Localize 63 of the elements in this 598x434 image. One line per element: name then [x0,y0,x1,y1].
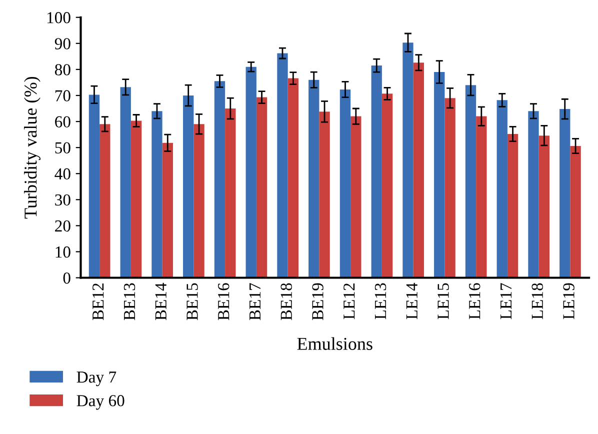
bar [152,111,162,278]
legend-label: Day 7 [76,372,116,386]
x-tick-label: LE17 [500,283,512,320]
y-tick-label: 50 [55,142,70,154]
bar [371,66,382,278]
x-tick-label: BE15 [186,283,198,320]
y-tick-label: 100 [47,12,70,24]
bar [402,42,414,278]
x-tick-label: LE19 [563,283,574,320]
bar [413,62,424,278]
bar [214,81,226,278]
y-tick-label: 30 [55,194,70,206]
bar [308,80,320,278]
bar [225,108,236,278]
y-tick-label: 80 [54,64,70,76]
bar [88,94,100,278]
bar [528,111,539,278]
y-tick-label: 90 [54,38,70,50]
bar [350,116,362,278]
bar [507,134,518,278]
bar [256,97,268,278]
legend-label: Day 60 [76,395,124,410]
x-tick-label: LE15 [438,283,449,320]
bar [382,94,393,278]
x-axis-title: Emulsions [297,337,372,350]
y-tick-label: 0 [63,272,70,284]
bar [194,124,204,278]
bar [570,146,581,278]
bar [434,72,445,278]
x-tick-label: BE17 [249,283,260,320]
bar [560,109,570,278]
x-tick-label: LE16 [469,283,480,320]
x-tick-label: LE13 [374,283,386,320]
x-tick-label: BE12 [92,284,104,320]
bar [120,87,131,278]
x-tick-label: LE12 [344,284,355,320]
bar [496,100,508,278]
y-tick-label: 10 [56,246,70,258]
bar [538,136,550,278]
x-tick-label: BE13 [124,283,136,320]
bar [319,112,330,278]
y-tick-label: 60 [55,116,70,128]
bar [183,95,194,278]
y-axis-title: Turbidity value (%) [24,76,40,219]
x-tick-label: BE19 [312,283,324,320]
y-tick-label: 20 [55,220,70,232]
y-tick-label: 40 [54,168,70,180]
bar [277,53,288,278]
bar [476,116,487,278]
bar [162,142,173,278]
y-tick-label: 70 [55,90,70,102]
x-tick-label: BE14 [155,282,166,320]
bar [100,124,110,278]
x-tick-label: BE18 [280,283,292,320]
bar [246,66,256,278]
bar [444,98,456,278]
x-tick-label: BE16 [218,283,230,320]
bar [288,78,298,278]
x-tick-label: LE18 [532,283,543,320]
bar [465,85,476,278]
bar [340,89,351,278]
bar [130,120,142,278]
x-tick-label: LE14 [406,282,418,320]
